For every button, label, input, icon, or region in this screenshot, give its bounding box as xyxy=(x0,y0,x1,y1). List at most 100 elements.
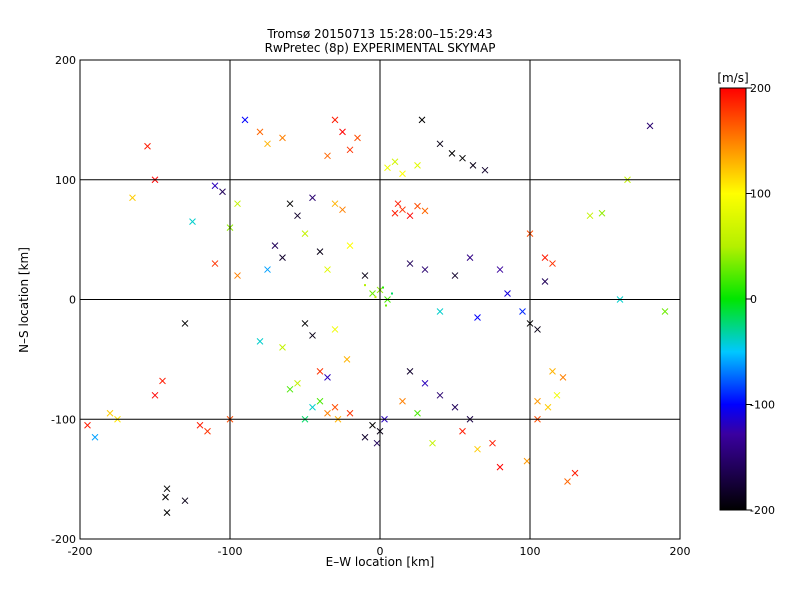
x-tick-label: 200 xyxy=(670,545,691,558)
scatter-point-cross xyxy=(598,209,606,217)
scatter-point-cross xyxy=(159,377,166,385)
scatter-point-cross xyxy=(361,272,369,279)
plot-frame xyxy=(79,59,681,540)
scatter-point-cross xyxy=(414,409,421,417)
scatter-point-cross xyxy=(256,338,264,345)
grid-lines xyxy=(80,60,680,539)
x-tick-label: 100 xyxy=(520,545,541,558)
scatter-point-cross xyxy=(406,212,414,220)
scatter-point-cross xyxy=(553,391,561,399)
scatter-point-cross xyxy=(406,260,414,267)
scatter-point-cross xyxy=(534,397,541,405)
scatter-point-cross xyxy=(406,367,414,375)
scatter-point-cross xyxy=(559,373,567,381)
scatter-point-cross xyxy=(331,326,339,333)
scatter-point-cross xyxy=(519,308,526,315)
scatter-point-cross xyxy=(324,409,331,417)
scatter-point-cross xyxy=(414,202,421,210)
scatter-point-cross xyxy=(343,356,351,363)
scatter-point-cross xyxy=(309,403,316,411)
scatter-point-cross xyxy=(204,427,211,435)
scatter-point-cross xyxy=(586,212,594,220)
scatter-point-cross xyxy=(459,427,466,435)
scatter-point-cross xyxy=(309,194,316,202)
colorbar xyxy=(719,87,747,511)
scatter-point-cross xyxy=(541,254,549,261)
scatter-point-cross xyxy=(339,206,346,214)
scatter-point-cross xyxy=(369,290,376,297)
scatter-point-cross xyxy=(481,166,489,174)
scatter-point-dot xyxy=(374,296,377,299)
scatter-point-cross xyxy=(399,397,406,405)
scatter-point-cross xyxy=(489,439,496,447)
scatter-point-cross xyxy=(241,116,249,124)
scatter-point-cross xyxy=(294,212,301,220)
scatter-point-cross xyxy=(84,421,91,429)
scatter-point-cross xyxy=(279,254,286,261)
scatter-point-cross xyxy=(414,162,421,169)
scatter-point-cross xyxy=(106,409,114,417)
scatter-point-cross xyxy=(523,457,531,465)
scatter-point-cross xyxy=(541,278,549,285)
scatter-point-dot xyxy=(385,304,387,307)
y-tick-label: -100 xyxy=(51,413,76,426)
scatter-point-cross xyxy=(264,266,271,273)
y-tick-label: 100 xyxy=(55,174,76,187)
scatter-point-cross xyxy=(301,320,309,327)
scatter-point-cross xyxy=(418,116,426,124)
scatter-point-cross xyxy=(661,308,669,315)
scatter-point-cross xyxy=(339,128,346,136)
scatter-point-cross xyxy=(436,140,444,148)
scatter-point-cross xyxy=(211,260,219,267)
scatter-point-cross xyxy=(211,182,219,190)
y-axis-label: N–S location [km] xyxy=(17,247,31,353)
scatter-point-cross xyxy=(534,326,541,333)
scatter-point-cross xyxy=(354,134,361,142)
scatter-point-cross xyxy=(391,158,399,166)
x-tick-label: 0 xyxy=(377,545,384,558)
scatter-point-cross xyxy=(459,154,466,162)
scatter-point-cross xyxy=(264,140,271,148)
scatter-point-dot xyxy=(364,284,366,287)
scatter-point-cross xyxy=(399,206,406,214)
scatter-point-cross xyxy=(316,367,324,375)
scatter-point-cross xyxy=(324,152,331,160)
scatter-point-cross xyxy=(301,230,309,237)
scatter-point-cross xyxy=(163,509,171,517)
scatter-point-cross xyxy=(324,266,331,273)
scatter-point-cross xyxy=(331,116,339,124)
scatter-point-cross xyxy=(436,308,444,315)
scatter-point-cross xyxy=(151,391,159,399)
scatter-point-cross xyxy=(474,445,481,453)
scatter-point-cross xyxy=(549,260,556,267)
scatter-point-cross xyxy=(316,397,324,405)
scatter-point-cross xyxy=(429,439,436,447)
scatter-point-cross xyxy=(286,200,294,208)
y-axis-ticks: -200 -100 0 100 200 xyxy=(51,54,76,546)
chart-title-line2: RwPretec (8p) EXPERIMENTAL SKYMAP xyxy=(265,41,496,55)
scatter-point-cross xyxy=(234,200,241,208)
scatter-point-cross xyxy=(451,403,459,411)
scatter-point-cross xyxy=(361,433,369,441)
scatter-point-cross xyxy=(421,266,429,273)
scatter-point-cross xyxy=(189,218,196,226)
x-tick-label: -100 xyxy=(218,545,243,558)
scatter-point-cross xyxy=(544,403,552,411)
scatter-point-cross xyxy=(549,367,556,375)
colorbar-label: [m/s] xyxy=(717,71,748,85)
scatter-point-cross xyxy=(451,272,459,279)
colorbar-tick-label: -100 xyxy=(750,399,775,412)
scatter-point-cross xyxy=(309,332,316,339)
scatter-point-cross xyxy=(324,373,331,381)
scatter-point-cross xyxy=(316,248,324,255)
scatter-point-cross xyxy=(346,242,354,249)
x-axis-label: E–W location [km] xyxy=(326,555,435,569)
y-tick-label: 0 xyxy=(69,294,76,307)
colorbar-tick-label: 0 xyxy=(750,293,757,306)
scatter-point-cross xyxy=(646,122,654,130)
scatter-point-cross xyxy=(331,403,339,411)
scatter-point-cross xyxy=(234,272,241,279)
scatter-point-cross xyxy=(421,207,429,215)
scatter-point-cross xyxy=(294,379,301,387)
